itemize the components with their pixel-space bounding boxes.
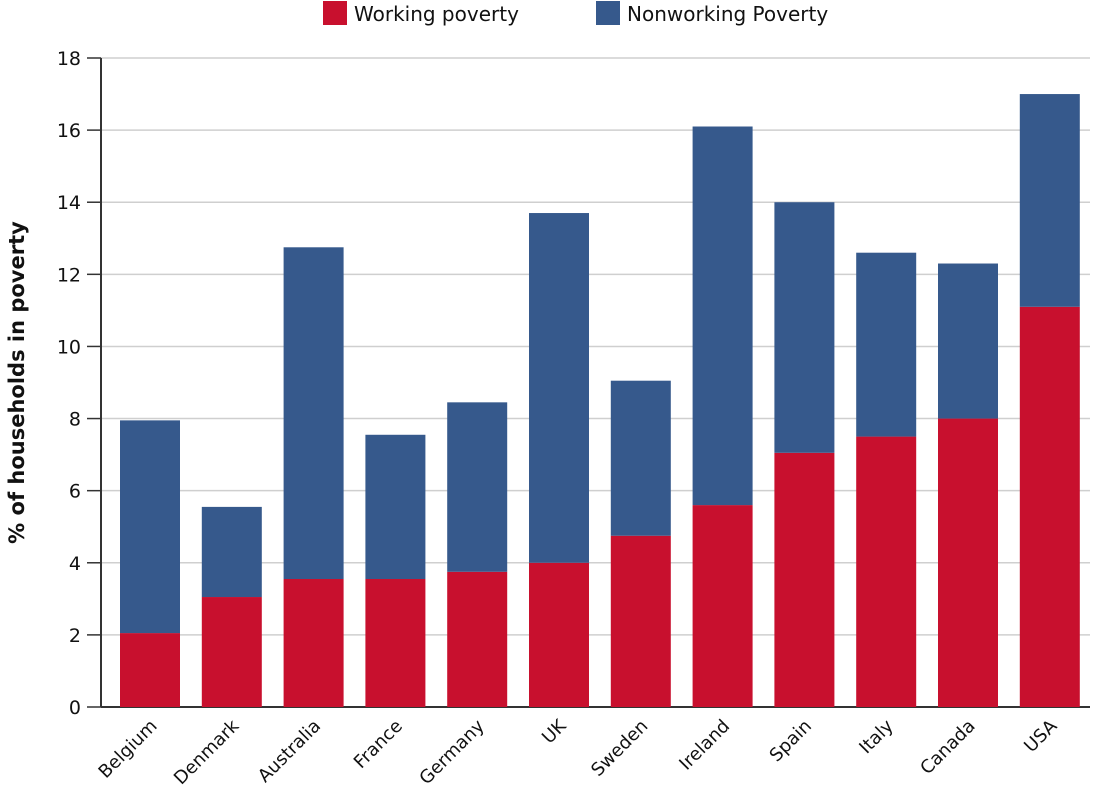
bar-working-australia [283, 579, 344, 707]
y-tick-label: 2 [69, 625, 81, 647]
x-tick-label: Sweden [587, 716, 652, 781]
legend-label: Nonworking Poverty [627, 2, 828, 26]
y-tick-label: 0 [69, 697, 81, 719]
bar-working-uk [529, 562, 589, 707]
bar-nonworking-denmark [201, 506, 262, 598]
bar-nonworking-sweden [610, 380, 671, 536]
legend-label: Working poverty [354, 2, 519, 26]
bar-nonworking-germany [447, 402, 508, 572]
x-tick-label: Australia [254, 716, 325, 787]
y-tick-label: 6 [69, 481, 81, 503]
legend-swatch [596, 1, 620, 25]
y-tick-label: 8 [69, 409, 81, 431]
bar-nonworking-italy [856, 252, 917, 437]
y-tick-label: 10 [57, 336, 81, 358]
y-tick-label: 16 [57, 120, 81, 142]
x-tick-label: Ireland [675, 716, 734, 775]
bar-nonworking-canada [938, 263, 998, 419]
bar-working-ireland [692, 505, 753, 707]
y-tick-label: 4 [69, 553, 81, 575]
bar-nonworking-uk [529, 213, 589, 563]
bar-working-france [365, 579, 426, 707]
x-tick-label: France [350, 716, 407, 773]
x-tick-label: Canada [916, 716, 979, 779]
bar-working-denmark [201, 597, 262, 707]
bar-working-germany [447, 571, 508, 707]
bar-nonworking-belgium [120, 420, 180, 634]
bar-nonworking-ireland [692, 126, 753, 506]
y-tick-label: 14 [57, 192, 81, 214]
y-axis-label: % of households in poverty [5, 221, 29, 544]
x-tick-label: USA [1020, 715, 1062, 757]
bar-nonworking-spain [774, 202, 835, 453]
bar-working-canada [938, 418, 998, 707]
bar-working-spain [774, 452, 835, 707]
bar-working-belgium [120, 633, 180, 707]
x-tick-label: UK [538, 715, 571, 748]
bar-nonworking-usa [1019, 94, 1080, 307]
x-tick-label: Spain [766, 716, 816, 766]
bar-working-usa [1019, 306, 1080, 707]
legend-swatch [323, 1, 347, 25]
y-tick-label: 12 [57, 264, 81, 286]
bar-nonworking-france [365, 434, 426, 580]
y-tick-label: 18 [57, 48, 81, 70]
bar-working-italy [856, 436, 917, 707]
bar-nonworking-australia [283, 247, 344, 580]
x-tick-label: Belgium [95, 716, 162, 783]
x-tick-label: Denmark [170, 715, 244, 789]
bar-working-sweden [610, 535, 671, 707]
x-tick-label: Italy [855, 715, 898, 758]
x-tick-label: Germany [415, 715, 489, 789]
